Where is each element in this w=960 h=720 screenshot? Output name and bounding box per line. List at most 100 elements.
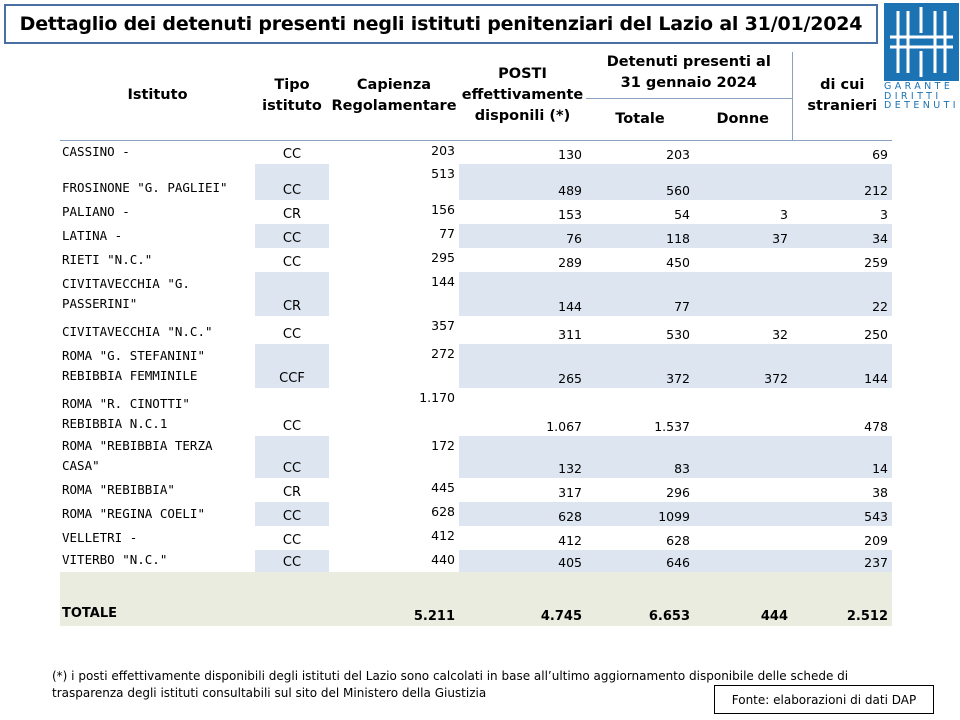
header-subrow: Totale Donne <box>60 98 892 141</box>
istituto-name: CIVITAVECCHIA "N.C." <box>62 324 213 339</box>
tipo-cell: CC <box>255 164 329 200</box>
capienza-cell: 513 <box>431 166 455 181</box>
donne-cell <box>694 478 792 502</box>
capienza-cell: 357 <box>431 318 455 333</box>
detenuti-table: Istituto Tipo istituto Capienza Regolament… <box>60 52 892 626</box>
istituto-name: CASSINO - <box>62 144 130 159</box>
totale-cell: 560 <box>586 164 694 200</box>
posti-cell: 130 <box>558 147 582 162</box>
posti-cell: 628 <box>459 502 586 526</box>
posti-cell: 289 <box>558 255 582 270</box>
header-posti: POSTI effettivamente disponili (*) <box>459 52 586 141</box>
capienza-cell: 144 <box>431 274 455 289</box>
donne-cell <box>694 526 792 550</box>
capienza-cell: 412 <box>431 528 455 543</box>
page-title: Dettaglio dei detenuti presenti negli is… <box>19 13 863 35</box>
capienza-cell: 628 <box>431 504 455 519</box>
table-row: FROSINONE "G. PAGLIEI" CC 513 489 560 212 <box>60 164 892 200</box>
posti-cell: 76 <box>459 224 586 248</box>
capienza-cell: 445 <box>431 480 455 495</box>
table-row: ROMA "REBIBBIA TERZA CASA" CC 172 132 83 14 <box>60 436 892 478</box>
header-stranieri: di cui stranieri <box>791 52 892 141</box>
tipo-cell: CC <box>282 533 302 548</box>
table-row: ROMA "REGINA COELI" CC 628 628 1099 543 <box>60 502 892 526</box>
stranieri-cell: 14 <box>792 436 892 478</box>
total-totale: 6.653 <box>586 572 694 626</box>
posti-cell: 265 <box>459 344 586 388</box>
header-capienza: Capienza Regolamentare <box>329 52 459 141</box>
totale-cell: 1.537 <box>654 419 690 434</box>
totale-cell: 372 <box>586 344 694 388</box>
posti-cell: 317 <box>558 485 582 500</box>
total-capienza: 5.211 <box>329 572 459 626</box>
tipo-cell: CC <box>255 502 329 526</box>
capienza-cell: 272 <box>431 346 455 361</box>
posti-cell: 489 <box>459 164 586 200</box>
istituto-name: VITERBO "N.C." <box>62 552 168 567</box>
posti-cell: 311 <box>558 327 582 342</box>
istituto-name: LATINA - <box>62 228 123 243</box>
totale-cell: 628 <box>666 533 690 548</box>
tipo-cell: CR <box>282 207 302 222</box>
tipo-cell: CC <box>282 419 302 434</box>
posti-cell: 132 <box>459 436 586 478</box>
table-row: ROMA "G. STEFANINI" REBIBBIA FEMMINILE CCF… <box>60 344 892 388</box>
header-donne: Donne <box>694 98 792 141</box>
istituto-name: VELLETRI - <box>62 530 138 545</box>
istituto-name: ROMA "R. CINOTTI" REBIBBIA N.C.1 <box>62 396 190 431</box>
stranieri-cell: 144 <box>792 344 892 388</box>
posti-cell: 1.067 <box>546 419 582 434</box>
donne-cell <box>694 388 792 436</box>
posti-cell: 153 <box>558 207 582 222</box>
istituto-name: ROMA "REBIBBIA" <box>62 482 175 497</box>
source-text: Fonte: elaborazioni di dati DAP <box>731 692 917 707</box>
tipo-cell: CC <box>282 147 302 162</box>
tipo-cell: CC <box>282 255 302 270</box>
tipo-cell: CCF <box>255 344 329 388</box>
posti-cell: 412 <box>558 533 582 548</box>
totale-cell: 1099 <box>586 502 694 526</box>
header-row: Istituto Tipo istituto Capienza Regolament… <box>60 52 892 141</box>
posti-cell: 405 <box>459 550 586 572</box>
donne-cell: 372 <box>694 344 792 388</box>
total-donne: 444 <box>694 572 792 626</box>
stranieri-cell: 34 <box>792 224 892 248</box>
istituto-name: RIETI "N.C." <box>62 252 153 267</box>
totale-cell: 530 <box>666 327 690 342</box>
donne-cell: 3 <box>780 207 788 222</box>
tipo-cell: CR <box>255 272 329 316</box>
donne-cell <box>694 140 792 164</box>
totale-cell: 203 <box>666 147 690 162</box>
donne-cell <box>694 436 792 478</box>
donne-cell: 32 <box>772 327 788 342</box>
table-row: RIETI "N.C." CC 295 289 450 259 <box>60 248 892 272</box>
donne-cell <box>694 502 792 526</box>
stranieri-cell: 69 <box>872 147 888 162</box>
source-box: Fonte: elaborazioni di dati DAP <box>714 685 934 714</box>
donne-cell: 37 <box>694 224 792 248</box>
donne-cell <box>694 248 792 272</box>
totale-cell: 77 <box>586 272 694 316</box>
stranieri-cell: 478 <box>864 419 888 434</box>
donne-cell <box>694 550 792 572</box>
table-row: CIVITAVECCHIA "N.C." CC 357 311 530 32 250 <box>60 316 892 344</box>
total-stranieri: 2.512 <box>792 572 892 626</box>
tipo-cell: CC <box>255 436 329 478</box>
totale-cell: 296 <box>666 485 690 500</box>
total-row: TOTALE 5.211 4.745 6.653 444 2.512 <box>60 572 892 626</box>
tipo-cell: CC <box>255 550 329 572</box>
totale-cell: 54 <box>674 207 690 222</box>
table-row: CIVITAVECCHIA "G. PASSERINI" CR 144 144 77 22 <box>60 272 892 316</box>
capienza-cell: 1.170 <box>419 390 455 405</box>
istituto-name: CIVITAVECCHIA "G. PASSERINI" <box>62 276 190 311</box>
totale-cell: 450 <box>666 255 690 270</box>
header-istituto: Istituto <box>60 52 255 141</box>
totale-cell: 118 <box>586 224 694 248</box>
capienza-cell: 440 <box>431 552 455 567</box>
donne-cell <box>694 164 792 200</box>
stranieri-cell: 237 <box>792 550 892 572</box>
capienza-cell: 172 <box>431 438 455 453</box>
table-row: PALIANO - CR 156 153 54 3 3 <box>60 200 892 224</box>
table-row: VITERBO "N.C." CC 440 405 646 237 <box>60 550 892 572</box>
table-row: ROMA "R. CINOTTI" REBIBBIA N.C.1 CC 1.170 1.… <box>60 388 892 436</box>
